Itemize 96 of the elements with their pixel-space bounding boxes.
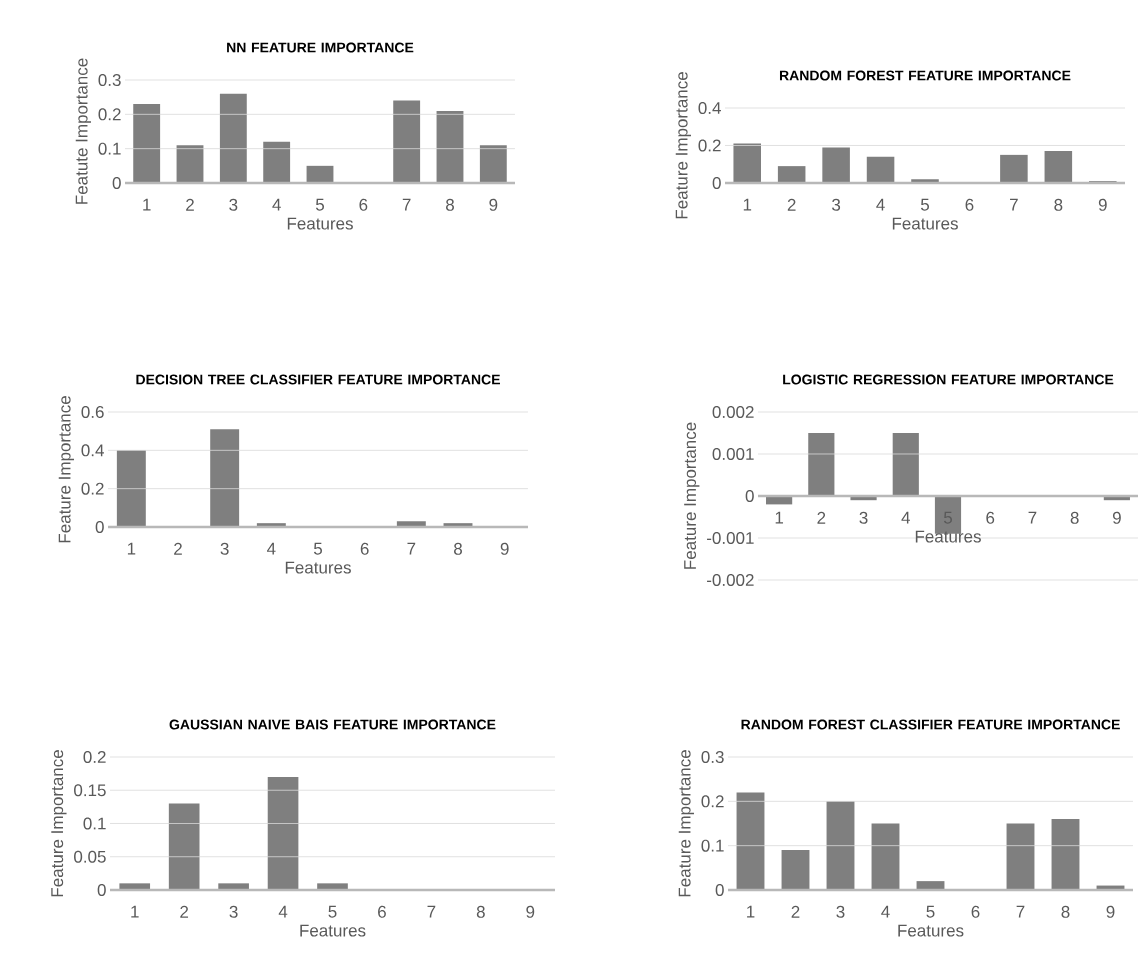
y-tick-label: -0.002 (707, 573, 754, 587)
x-tick-label: 6 (360, 542, 369, 555)
y-tick-label: 0 (95, 520, 104, 534)
x-tick-label: 1 (743, 198, 752, 211)
y-tick-label: 0.002 (712, 405, 754, 419)
x-tick-label: 4 (278, 905, 288, 918)
y-axis-title: Featute Importance (75, 58, 91, 204)
y-tick-label: 0.2 (81, 482, 104, 495)
x-tick-label: 9 (489, 198, 498, 211)
x-tick-label: 9 (500, 542, 509, 555)
y-tick-label: -0.001 (707, 531, 754, 545)
x-tick-label: 4 (876, 198, 885, 211)
x-tick-label: 4 (272, 198, 281, 211)
x-tick-label: 2 (787, 198, 796, 211)
y-tick-label: 0.2 (698, 139, 721, 152)
y-axis-title: Feature Importance (678, 750, 694, 897)
x-tick-label: 7 (427, 905, 436, 918)
y-tick-label: 0.2 (701, 795, 724, 808)
x-tick-label: 2 (791, 905, 800, 918)
x-tick-label: 5 (920, 198, 930, 211)
y-tick-label: 0.3 (98, 73, 121, 87)
x-axis-title: Features (287, 217, 353, 230)
chart-title: NN FEATURE IMPORTANCE (227, 42, 414, 53)
y-tick-label: 0.1 (83, 817, 106, 830)
y-tick-label: 0.6 (81, 405, 104, 419)
x-tick-label: 3 (229, 198, 238, 211)
y-axis-title: Feature Importance (58, 396, 74, 543)
x-tick-label: 8 (454, 542, 462, 555)
x-tick-label: 5 (315, 198, 325, 211)
x-tick-label: 7 (407, 542, 416, 555)
x-tick-label: 5 (926, 905, 935, 918)
y-tick-label: 0.3 (701, 750, 724, 764)
x-tick-label: 3 (832, 198, 841, 211)
y-tick-label: 0.05 (74, 850, 106, 863)
x-tick-label: 5 (328, 905, 337, 918)
y-tick-label: 0 (97, 883, 106, 897)
x-tick-label: 4 (267, 542, 276, 555)
x-tick-label: 1 (143, 198, 151, 211)
y-tick-label: 0 (745, 489, 754, 503)
x-tick-label: 8 (1061, 905, 1070, 918)
x-tick-label: 1 (747, 905, 755, 918)
x-tick-label: 4 (881, 905, 890, 918)
x-tick-label: 6 (359, 198, 368, 211)
x-tick-label: 8 (446, 198, 454, 211)
x-tick-label: 7 (1010, 198, 1018, 211)
x-axis-title: Features (915, 530, 981, 543)
x-tick-label: 3 (859, 511, 868, 524)
x-tick-label: 6 (986, 511, 995, 524)
x-tick-label: 8 (1054, 198, 1063, 211)
x-tick-label: 9 (1112, 511, 1121, 524)
x-tick-label: 2 (817, 511, 826, 524)
x-axis-title: Features (898, 924, 964, 937)
x-tick-label: 7 (1016, 905, 1025, 918)
chart-title: RANDOM FOREST CLASSIFIER FEATURE IMPORTANCE (741, 719, 1120, 730)
x-tick-label: 3 (220, 542, 229, 555)
x-tick-label: 8 (1070, 511, 1079, 524)
x-axis-title: Features (300, 924, 366, 937)
y-tick-label: 0.4 (698, 101, 721, 115)
y-tick-label: 0.4 (81, 444, 104, 457)
x-tick-label: 6 (378, 905, 386, 918)
y-tick-label: 0.15 (74, 784, 106, 797)
x-tick-label: 2 (174, 542, 182, 555)
x-tick-label: 9 (1106, 905, 1115, 918)
x-tick-label: 6 (965, 198, 974, 211)
y-tick-label: 0.1 (701, 839, 724, 852)
y-tick-label: 0 (712, 176, 721, 190)
y-tick-label: 0.2 (98, 108, 121, 121)
x-tick-label: 7 (1028, 511, 1037, 524)
y-tick-label: 0.001 (712, 447, 754, 461)
y-tick-label: 0 (715, 883, 724, 897)
y-axis-title: Feature Importance (675, 72, 691, 219)
x-tick-label: 1 (131, 905, 139, 918)
chart-title: GAUSSIAN NAIVE BAIS FEATURE IMPORTANCE (169, 719, 496, 730)
x-tick-label: 9 (1098, 198, 1107, 211)
x-tick-label: 6 (971, 905, 980, 918)
x-tick-label: 5 (313, 542, 323, 555)
y-axis-title: Feature Importance (684, 422, 700, 569)
y-tick-label: 0.1 (98, 142, 121, 155)
chart-title: DECISION TREE CLASSIFIER FEATURE IMPORTANCE (136, 374, 500, 385)
x-tick-label: 1 (775, 511, 784, 524)
x-axis-title: Features (892, 217, 958, 230)
chart-title: RANDOM FOREST FEATURE IMPORTANCE (779, 70, 1071, 81)
x-tick-label: 9 (526, 905, 535, 918)
x-tick-label: 3 (836, 905, 845, 918)
x-tick-label: 8 (476, 905, 485, 918)
x-tick-label: 1 (127, 542, 136, 555)
y-axis-title: Feature Importance (51, 750, 67, 897)
x-axis-title: Features (285, 561, 351, 574)
x-tick-label: 2 (180, 905, 189, 918)
x-tick-label: 4 (901, 511, 911, 524)
x-tick-label: 3 (229, 905, 238, 918)
y-tick-label: 0.2 (83, 750, 106, 764)
x-tick-label: 2 (186, 198, 194, 211)
chart-title: LOGISTIC REGRESSION FEATURE IMPORTANCE (783, 374, 1114, 385)
x-tick-label: 7 (402, 198, 411, 211)
y-tick-label: 0 (112, 176, 121, 190)
